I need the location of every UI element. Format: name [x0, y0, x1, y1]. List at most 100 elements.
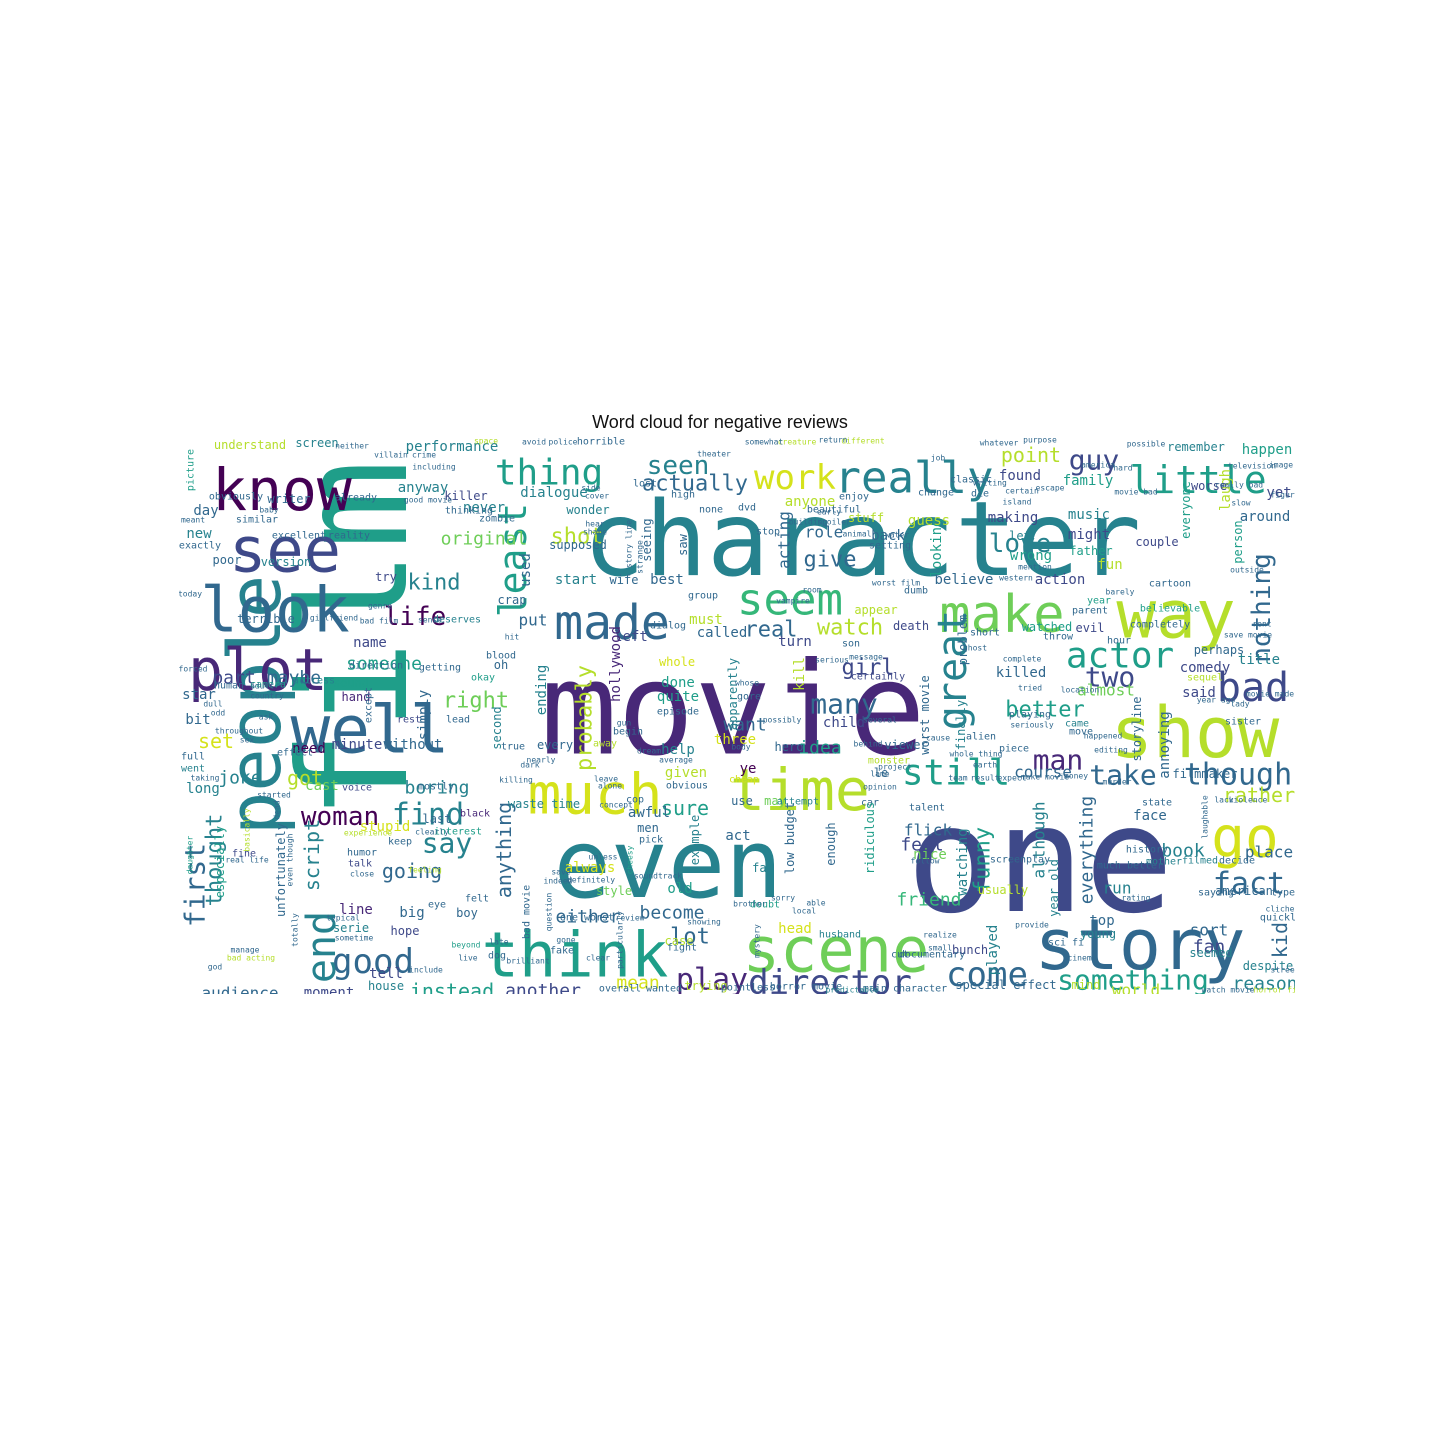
word-without: without: [383, 737, 442, 753]
word-even: even: [554, 810, 783, 920]
word-saw: saw: [676, 533, 690, 555]
word-never: never: [463, 500, 505, 516]
word-sequel: sequel: [1187, 673, 1223, 684]
word-life: life: [384, 602, 447, 632]
word-return: return: [819, 436, 848, 445]
word-ask: ask: [259, 713, 274, 722]
word-meant: meant: [181, 516, 205, 525]
word-enough: enough: [824, 822, 838, 865]
word-filmed: filmed: [1182, 856, 1218, 867]
word-come: come: [946, 955, 1028, 994]
word-performance: performance: [406, 439, 499, 455]
word-different: different: [841, 437, 885, 446]
word-full: full: [181, 752, 205, 763]
word-left: left: [614, 629, 648, 645]
word-gone: gone: [556, 936, 575, 945]
word-young: young: [1080, 927, 1116, 941]
word-flick: flick: [904, 821, 953, 840]
word-taking: taking: [191, 774, 220, 783]
word-nice: nice: [913, 847, 947, 863]
word-western: western: [999, 574, 1033, 583]
word-sense: sense: [418, 616, 442, 625]
word-dialogue: dialogue: [520, 485, 587, 501]
word-killed: killed: [996, 665, 1047, 681]
word-evil: evil: [1076, 621, 1105, 635]
word-setting: setting: [869, 541, 911, 552]
word-good-movie: good movie: [404, 496, 452, 505]
word-boring: boring: [404, 778, 469, 799]
word-may: may: [764, 794, 786, 808]
word-piece: piece: [999, 744, 1029, 755]
word-getting: getting: [419, 663, 461, 674]
word-brother: brother: [733, 900, 767, 909]
word-space: space: [474, 437, 498, 446]
word-want: want: [723, 715, 766, 736]
word-laughable: laughable: [1201, 795, 1210, 839]
word-kind: kind: [408, 571, 461, 596]
word-find: find: [392, 798, 464, 833]
word-island: island: [1003, 498, 1032, 507]
word-world: world: [1112, 981, 1160, 995]
word-monster: monster: [868, 756, 910, 767]
word-bad-movie: bad movie: [522, 885, 533, 939]
word-side: side: [581, 484, 600, 493]
word-brilliant: brilliant: [506, 957, 550, 966]
word-sound: sound: [333, 676, 369, 690]
word-reality: reality: [328, 531, 370, 542]
word-given: given: [665, 765, 707, 781]
word-begin: begin: [613, 727, 643, 738]
word-director: director: [748, 963, 912, 994]
word-house: house: [368, 979, 404, 993]
word-complete: complete: [1003, 655, 1042, 664]
word-couple: couple: [1135, 535, 1178, 549]
word-worst-movie: worst movie: [918, 675, 932, 754]
word-time: time: [730, 756, 870, 824]
word-comedy: comedy: [1180, 660, 1231, 676]
word-interest: interest: [434, 827, 482, 838]
word-really-bad: really bad: [1215, 481, 1263, 490]
word-many: many: [810, 688, 877, 721]
word-today: today: [179, 590, 202, 599]
word-always: always: [565, 860, 616, 876]
word-mother: mother: [1146, 857, 1182, 868]
word-leave: leave: [594, 775, 618, 784]
word-either: either: [555, 907, 620, 928]
word-new: new: [186, 526, 212, 542]
word-apparently: apparently: [726, 658, 740, 730]
word-year-old: year old: [1047, 859, 1061, 917]
word-short: short: [970, 628, 1000, 639]
word-happened: happened: [1084, 732, 1123, 741]
word-mind: mind: [1072, 978, 1101, 992]
word-star: star: [182, 687, 216, 703]
word-nothing: nothing: [1247, 553, 1277, 663]
word-baby: baby: [259, 506, 278, 515]
word-case: case: [665, 934, 694, 948]
word-much: much: [528, 763, 663, 828]
word-worse: worse: [1191, 479, 1227, 493]
word-guess: guess: [908, 513, 950, 529]
word-seemed: seemed: [1189, 946, 1232, 960]
word-woman: woman: [301, 802, 379, 832]
word-opinion: opinion: [863, 783, 897, 792]
word-able: able: [806, 899, 825, 908]
word-dark: dark: [520, 761, 539, 770]
word-dog: dog: [488, 951, 506, 962]
word-behind: behind: [854, 740, 883, 749]
word-ending: ending: [534, 665, 550, 716]
word-television: television: [1228, 462, 1276, 471]
word-crime: crime: [412, 451, 436, 460]
word-much-better: much better: [1097, 861, 1163, 872]
word-doubt: doubt: [750, 900, 780, 911]
word-annoying: annoying: [1157, 711, 1173, 778]
word-felt: felt: [465, 894, 489, 905]
word-old: old: [667, 881, 692, 897]
word-tell: tell: [369, 966, 403, 982]
word-audience: audience: [201, 984, 278, 995]
word-start: start: [555, 572, 597, 588]
word-kid: kid: [1268, 922, 1292, 958]
word-horror-movie: horror movie: [770, 982, 842, 993]
word-lame: lame: [870, 770, 889, 779]
word-live: live: [458, 954, 477, 963]
word-tried: tried: [1018, 684, 1042, 693]
word-stuff: stuff: [848, 511, 884, 525]
